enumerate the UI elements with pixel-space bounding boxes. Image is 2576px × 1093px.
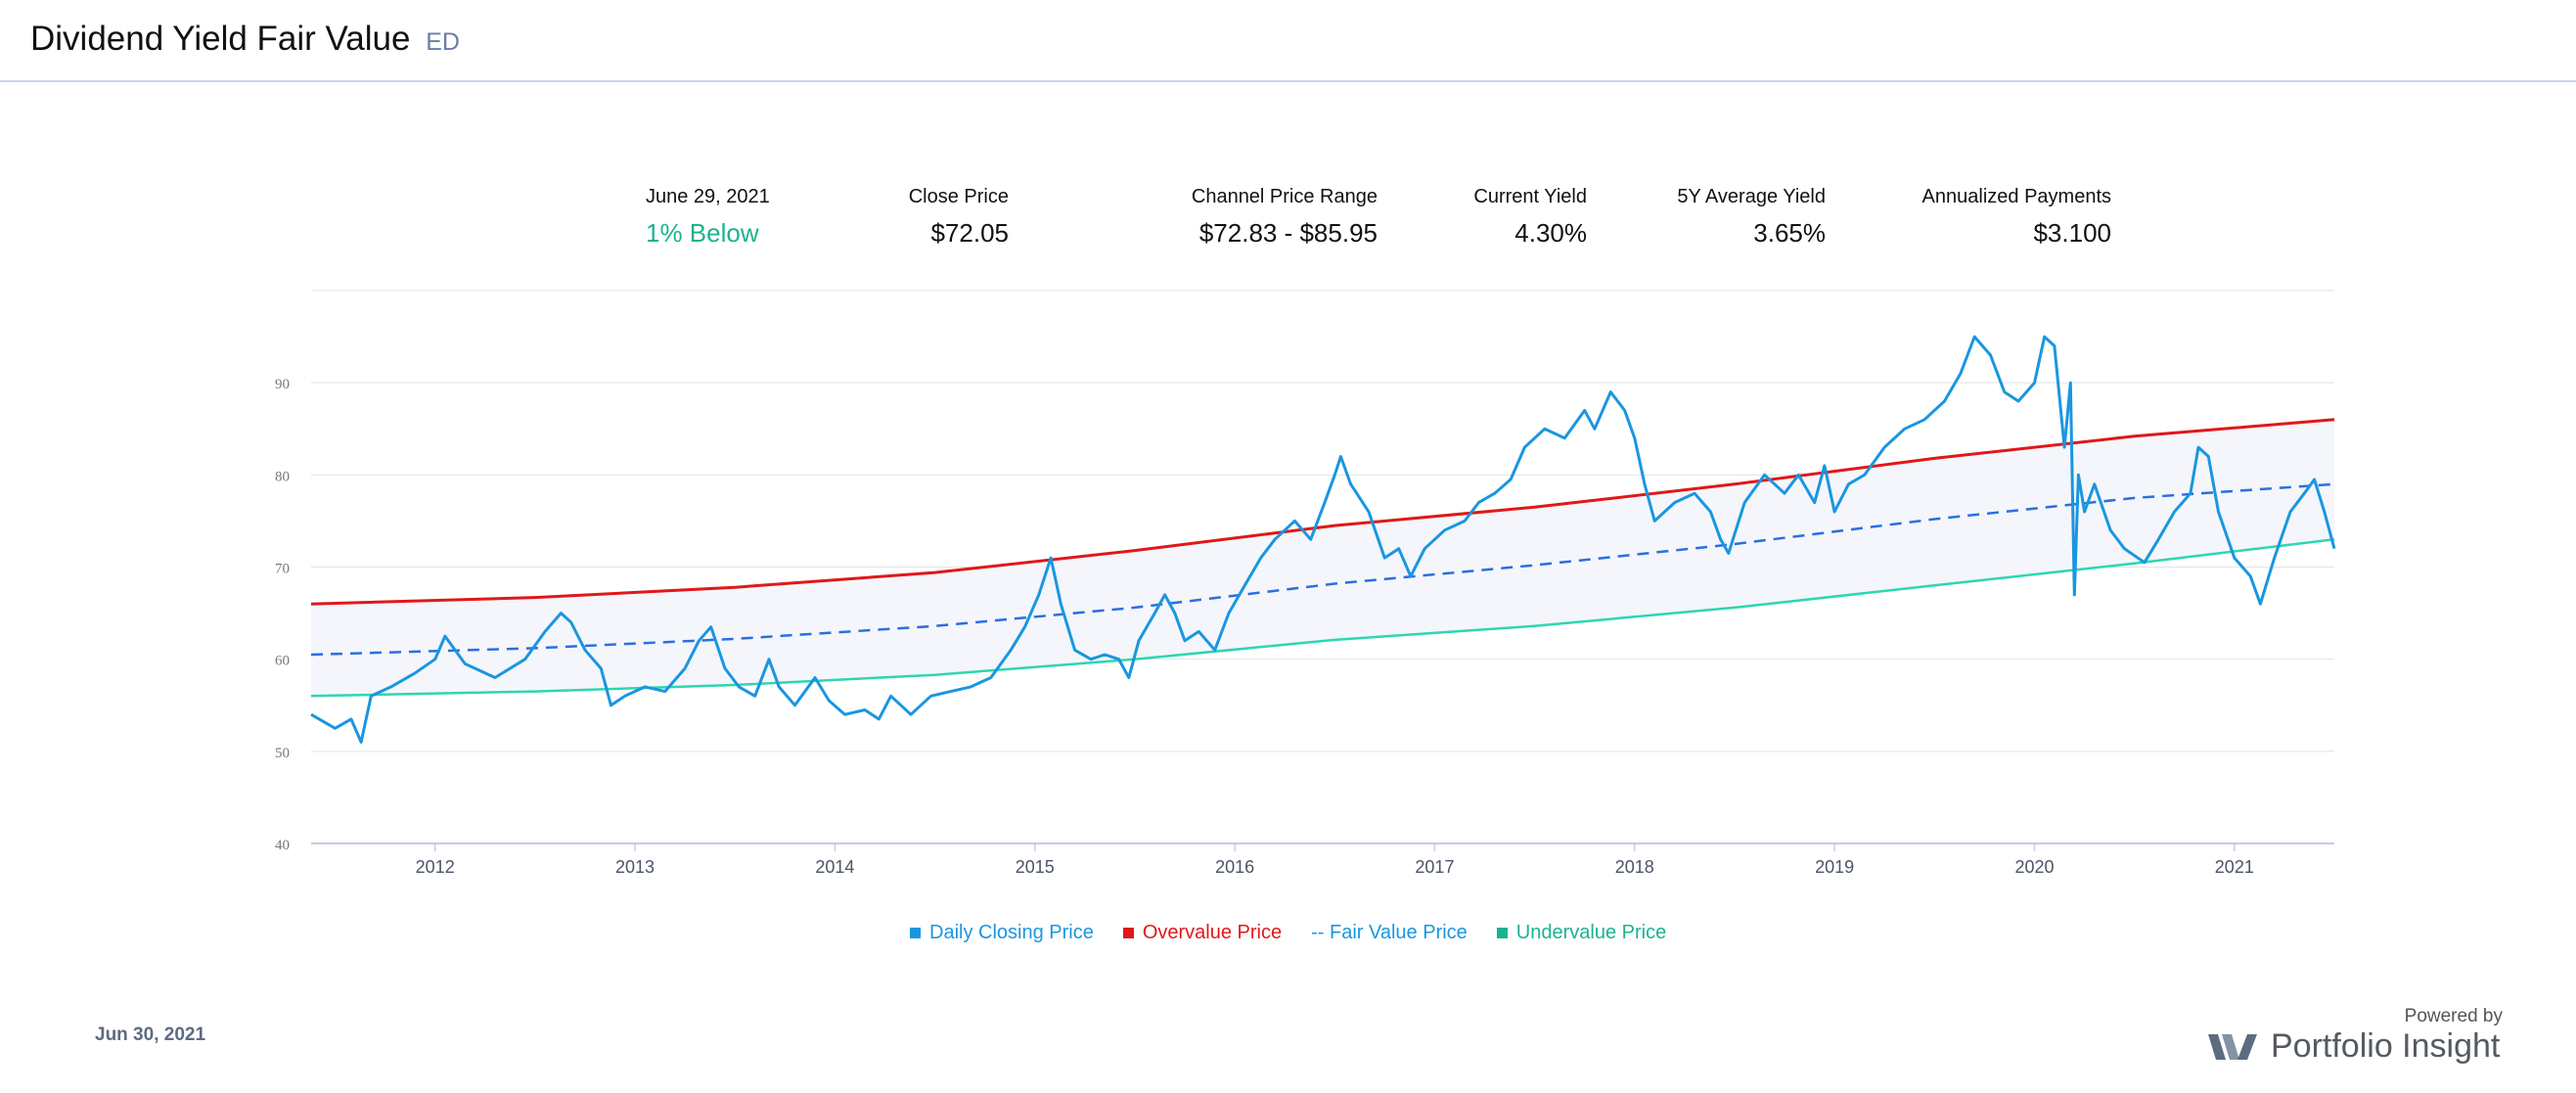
legend-daily-label: Daily Closing Price: [929, 922, 1094, 943]
legend-fair[interactable]: -- Fair Value Price: [1311, 922, 1468, 944]
y-tick-label-50: 50: [275, 746, 290, 761]
legend-under-swatch: [1496, 928, 1508, 938]
legend-over-label: Overvalue Price: [1142, 922, 1283, 943]
stat-avg-yield-label: 5Y Average Yield: [1677, 186, 1826, 207]
stat-payments-label: Annualized Payments: [1921, 186, 2111, 207]
legend-daily-swatch: [910, 928, 921, 938]
legend-under-label: Undervalue Price: [1515, 922, 1667, 943]
stat-close: Close Price $72.05: [881, 186, 1009, 249]
stat-yield: Current Yield 4.30%: [1428, 186, 1587, 249]
legend-under[interactable]: Undervalue Price: [1496, 922, 1667, 944]
legend-fair-label: -- Fair Value Price: [1311, 922, 1468, 943]
x-tick-label-2016: 2016: [1215, 857, 1254, 877]
stat-yield-value: 4.30%: [1514, 218, 1587, 248]
fair-value-line: [310, 482, 2335, 657]
x-tick-label-2015: 2015: [1016, 857, 1055, 877]
stat-payments-value: $3.100: [2033, 218, 2111, 248]
overvalue-line: [310, 418, 2335, 606]
stat-payments: Annualized Payments $3.100: [1888, 186, 2111, 249]
y-tick-label-90: 90: [275, 377, 290, 392]
stat-range: Channel Price Range $72.83 - $85.95: [1145, 186, 1378, 249]
stat-close-label: Close Price: [908, 186, 1009, 207]
channel-band: [311, 419, 2334, 697]
ticker-symbol: ED: [426, 28, 460, 56]
stat-date: June 29, 2021 1% Below: [646, 186, 770, 249]
x-tick-label-2021: 2021: [2215, 857, 2254, 877]
brand-logo[interactable]: Portfolio Insight: [2208, 1027, 2500, 1066]
brand-name: Portfolio Insight: [2271, 1027, 2501, 1065]
x-tick-label-2017: 2017: [1415, 857, 1454, 877]
y-tick-label-80: 80: [275, 469, 290, 484]
stat-range-value: $72.83 - $85.95: [1198, 218, 1378, 248]
x-tick-label-2020: 2020: [2014, 857, 2054, 877]
x-tick-label-2012: 2012: [416, 857, 455, 877]
y-tick-label-60: 60: [275, 654, 290, 669]
footer-date: Jun 30, 2021: [95, 1025, 206, 1045]
stat-date-label: June 29, 2021: [646, 186, 770, 207]
powered-by-label: Powered by: [2404, 1006, 2503, 1026]
stat-yield-label: Current Yield: [1473, 186, 1587, 207]
x-tick-label-2013: 2013: [615, 857, 655, 877]
page-header: Dividend Yield Fair Value ED: [0, 0, 2576, 82]
stat-range-label: Channel Price Range: [1191, 186, 1378, 207]
legend-over[interactable]: Overvalue Price: [1122, 922, 1283, 944]
x-tick-label-2018: 2018: [1615, 857, 1654, 877]
stat-avg-yield: 5Y Average Yield 3.65%: [1644, 186, 1826, 249]
legend-over-swatch: [1122, 928, 1134, 938]
title-text: Dividend Yield Fair Value: [30, 20, 411, 58]
x-tick-label-2014: 2014: [815, 857, 854, 877]
legend-daily[interactable]: Daily Closing Price: [910, 922, 1094, 944]
chart-legend: Daily Closing Price Overvalue Price -- F…: [910, 922, 1666, 944]
y-tick-label-70: 70: [275, 562, 290, 577]
y-tick-label-40: 40: [275, 838, 290, 853]
portfolio-insight-logo-icon: [2208, 1033, 2257, 1060]
daily-closing-price-line: [310, 335, 2336, 744]
x-tick-label-2019: 2019: [1815, 857, 1854, 877]
stat-close-value: $72.05: [930, 218, 1009, 248]
stat-status-value: 1% Below: [646, 218, 759, 248]
page-title: Dividend Yield Fair Value ED: [30, 20, 460, 59]
stat-avg-yield-value: 3.65%: [1753, 218, 1826, 248]
